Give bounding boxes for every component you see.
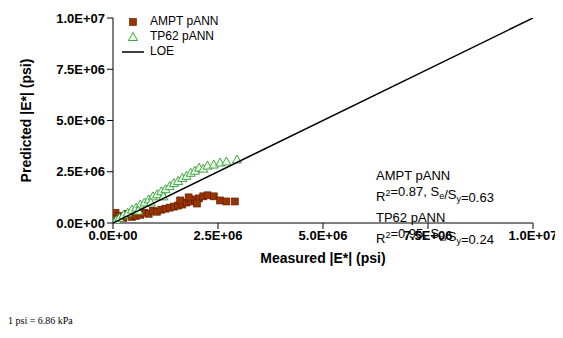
svg-text:R2=0.95, Se/Sy=0.24: R2=0.95, Se/Sy=0.24	[376, 226, 494, 247]
svg-text:0.0E+00: 0.0E+00	[56, 216, 105, 231]
html-text:1 psi = 6.86 kPa: 1 psi = 6.86 kPa	[8, 315, 73, 326]
svg-text:5.0E+06: 5.0E+06	[299, 228, 348, 243]
html-text:TP62 pANN: TP62 pANN	[150, 29, 214, 43]
svg-text:1.0E+07: 1.0E+07	[56, 11, 105, 26]
svg-text:Predicted |E*| (psi): Predicted |E*| (psi)	[18, 59, 34, 183]
svg-text:Measured |E*| (psi): Measured |E*| (psi)	[260, 250, 385, 266]
svg-text:AMPT pANN: AMPT pANN	[376, 168, 450, 183]
svg-text:TP62 pANN: TP62 pANN	[376, 210, 445, 225]
svg-text:5.0E+06: 5.0E+06	[56, 113, 105, 128]
svg-text:0.0E+00: 0.0E+00	[88, 228, 138, 244]
html-text:AMPT pANN: AMPT pANN	[150, 14, 219, 28]
svg-text:7.5E+06: 7.5E+06	[56, 62, 105, 77]
svg-text:R2=0.87, Se/Sy=0.63: R2=0.87, Se/Sy=0.63	[376, 184, 494, 205]
html-text:LOE: LOE	[150, 44, 174, 58]
svg-text:2.5E+06: 2.5E+06	[194, 228, 243, 243]
svg-text:1.0E+07: 1.0E+07	[509, 228, 555, 243]
svg-text:2.5E+06: 2.5E+06	[56, 164, 105, 179]
